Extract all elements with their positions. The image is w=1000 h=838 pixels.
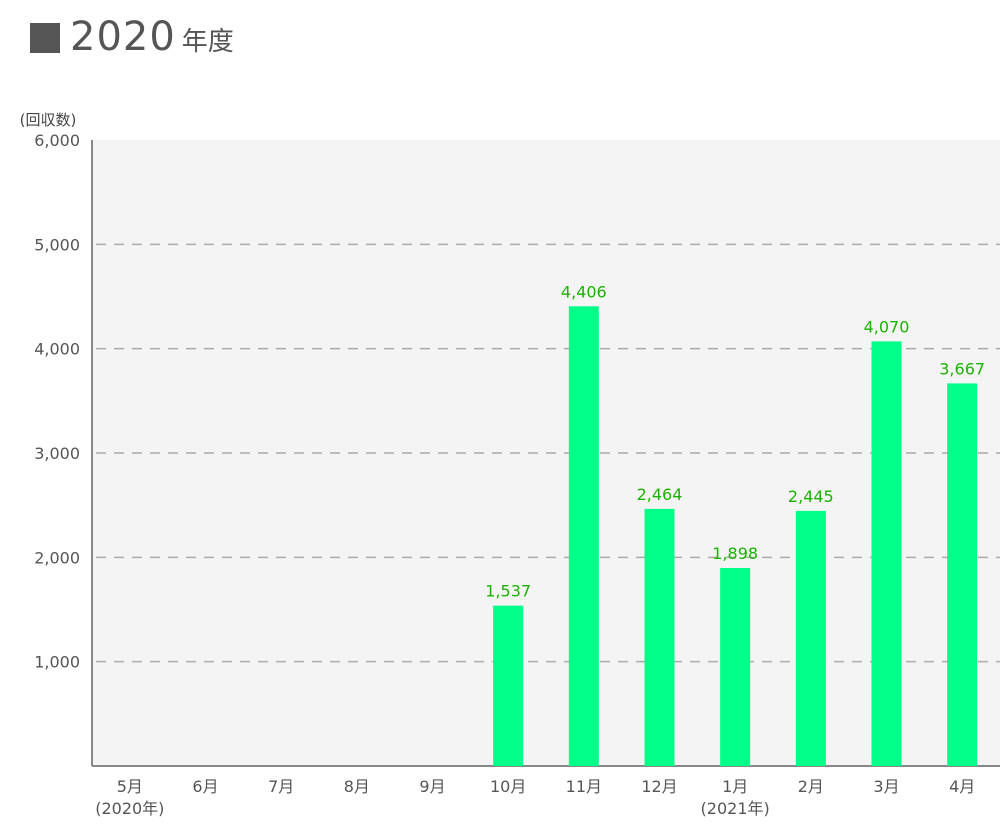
data-label: 3,667 (939, 359, 985, 378)
data-label: 4,070 (864, 317, 910, 336)
data-label: 1,898 (712, 544, 758, 563)
data-label: 2,445 (788, 487, 834, 506)
bar (720, 567, 751, 766)
bars: 1,537 4,406 2,464 1,898 2,445 4,070 3,667 (485, 282, 985, 766)
x-tick-label: 4月 (949, 777, 975, 796)
data-label: 2,464 (637, 485, 683, 504)
y-tick-labels: 1,000 2,000 3,000 4,000 5,000 6,000 (34, 131, 80, 672)
data-label: 1,537 (485, 582, 531, 601)
title-suffix: 年度 (181, 27, 234, 57)
grid-lines (96, 243, 1000, 663)
x-tick-sublabel: (2020年) (95, 799, 164, 818)
bar (493, 605, 524, 766)
bar (871, 341, 902, 766)
y-tick-label: 2,000 (34, 548, 80, 567)
x-tick-label: 8月 (344, 777, 370, 796)
x-tick-label: 9月 (419, 777, 445, 796)
data-label: 4,406 (561, 282, 607, 301)
x-tick-label: 10月 (490, 777, 526, 796)
x-tick-label: 6月 (192, 777, 218, 796)
bar (644, 508, 675, 766)
title-square-icon (30, 23, 60, 53)
y-tick-label: 3,000 (34, 444, 80, 463)
x-tick-label: 7月 (268, 777, 294, 796)
y-tick-label: 5,000 (34, 235, 80, 254)
x-tick-label: 5月 (117, 777, 143, 796)
x-tick-label: 11月 (566, 777, 602, 796)
y-tick-label: 4,000 (34, 340, 80, 359)
y-axis-label: (回収数) (20, 111, 77, 129)
bar (795, 510, 826, 766)
y-tick-label: 1,000 (34, 653, 80, 672)
bar (568, 306, 599, 766)
x-tick-label: 3月 (873, 777, 899, 796)
x-tick-sublabel: (2021年) (701, 799, 770, 818)
page-title: 2020 年度 (30, 14, 234, 60)
y-tick-label: 6,000 (34, 131, 80, 150)
x-tick-label: 2月 (798, 777, 824, 796)
x-tick-label: 12月 (641, 777, 677, 796)
bar (947, 383, 978, 766)
x-tick-labels: 5月 (2020年) 6月 7月 8月 9月 10月 11月 12月 1月 (2021年) 2月 3月 4… (95, 777, 975, 818)
title-year: 2020 (70, 14, 176, 60)
x-tick-label: 1月 (722, 777, 748, 796)
